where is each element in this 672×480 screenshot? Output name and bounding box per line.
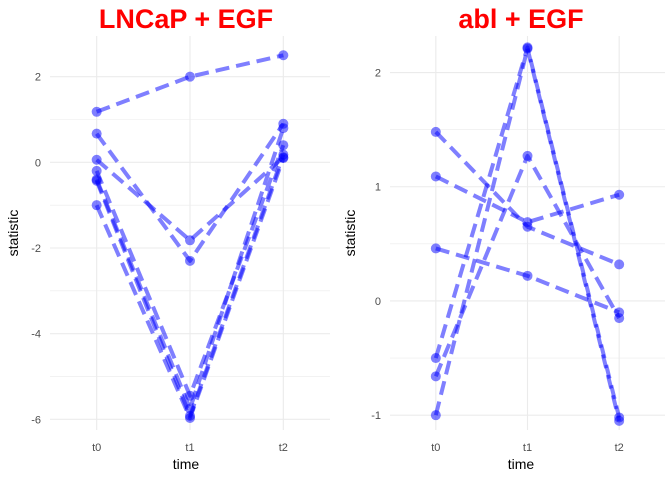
y-tick-label: -2 (31, 243, 41, 255)
x-tick-label: t0 (431, 442, 440, 454)
x-axis-label: time (508, 456, 535, 472)
series-line-6 (433, 46, 622, 422)
y-tick-label: -4 (31, 329, 41, 341)
data-point (185, 413, 195, 424)
data-point (278, 123, 289, 134)
data-point (91, 154, 102, 165)
data-point (614, 189, 625, 200)
x-tick-label: t2 (279, 442, 288, 454)
x-tick-label: t1 (185, 442, 194, 454)
y-tick-label: 2 (35, 72, 41, 84)
data-point (430, 243, 441, 254)
data-point (278, 140, 289, 151)
data-point (91, 128, 102, 139)
x-tick-label: t1 (523, 442, 532, 454)
series-line-2 (434, 174, 620, 225)
chart-panel-2: 2 1 0 -1 t0 t1 t2 abl + EGF time statistic (342, 4, 665, 472)
data-point (522, 43, 533, 54)
data-point (430, 171, 441, 182)
y-axis-label: statistic (342, 210, 358, 257)
data-point (278, 50, 289, 61)
chart-title: LNCaP + EGF (99, 4, 273, 34)
data-point (522, 217, 533, 228)
data-point (278, 153, 289, 164)
x-tick-label: t0 (92, 442, 101, 454)
data-point (185, 71, 195, 82)
x-tick-label: t2 (615, 442, 624, 454)
data-point (614, 313, 625, 324)
data-point (430, 126, 441, 137)
y-tick-label: 2 (375, 68, 381, 80)
y-tick-label: 1 (375, 182, 381, 194)
y-tick-label: -1 (371, 410, 381, 422)
chart-panel-1: 2 0 -2 -4 -6 t0 t1 t2 LNCaP + EGF time statistic (5, 4, 330, 472)
data-point (430, 353, 441, 364)
data-point (430, 371, 441, 382)
data-point (185, 255, 195, 266)
data-point (522, 270, 533, 281)
y-axis-label: statistic (5, 210, 21, 257)
series-line-1 (95, 53, 284, 114)
data-point (614, 259, 625, 270)
data-point (91, 165, 102, 176)
series-line-5 (94, 127, 286, 411)
data-point (91, 175, 102, 186)
data-point (614, 415, 625, 426)
data-point (185, 235, 195, 246)
data-point (91, 106, 102, 117)
data-point (91, 200, 102, 211)
chart-title: abl + EGF (458, 4, 583, 34)
data-point (522, 150, 533, 161)
data-point (430, 410, 441, 421)
y-tick-label: -6 (31, 414, 41, 426)
y-tick-label: 0 (375, 296, 381, 308)
x-axis-label: time (173, 456, 200, 472)
y-tick-label: 0 (35, 157, 41, 169)
